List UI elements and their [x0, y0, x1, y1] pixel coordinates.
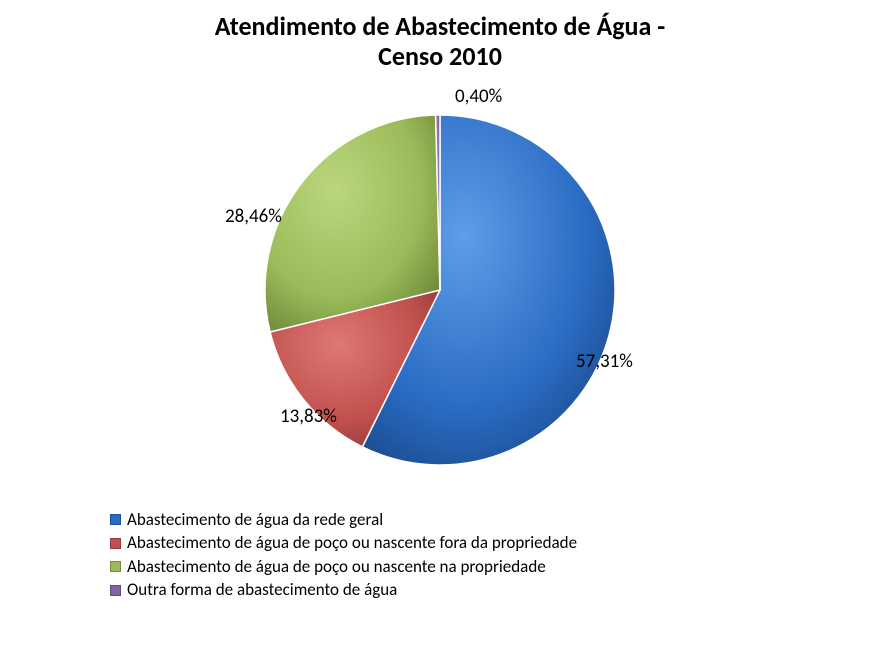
- legend-label: Abastecimento de água de poço ou nascent…: [127, 533, 577, 553]
- pie-data-label: 28,46%: [225, 205, 282, 228]
- legend: Abastecimento de água da rede geral Abast…: [110, 510, 880, 601]
- legend-item: Outra forma de abastecimento de água: [110, 580, 880, 600]
- legend-item: Abastecimento de água de poço ou nascent…: [110, 533, 880, 553]
- legend-item: Abastecimento de água de poço ou nascent…: [110, 557, 880, 577]
- legend-item: Abastecimento de água da rede geral: [110, 510, 880, 530]
- chart-title: Atendimento de Abastecimento de Água - C…: [44, 12, 836, 72]
- pie-data-label: 57,31%: [576, 350, 633, 373]
- pie-plot-area: 57,31% 13,83% 28,46% 0,40%: [0, 80, 880, 500]
- legend-marker: [110, 585, 121, 596]
- pie-svg: [0, 80, 880, 500]
- legend-marker: [110, 561, 121, 572]
- chart-title-line-1: Atendimento de Abastecimento de Água -: [215, 10, 665, 42]
- pie-data-label: 13,83%: [280, 405, 337, 428]
- legend-marker: [110, 538, 121, 549]
- legend-label: Abastecimento de água da rede geral: [127, 510, 383, 530]
- pie-data-label: 0,40%: [455, 85, 502, 108]
- legend-marker: [110, 514, 121, 525]
- chart-title-line-2: Censo 2010: [378, 40, 502, 72]
- legend-label: Abastecimento de água de poço ou nascent…: [127, 557, 546, 577]
- legend-label: Outra forma de abastecimento de água: [127, 580, 397, 600]
- pie-chart-container: Atendimento de Abastecimento de Água - C…: [0, 0, 880, 652]
